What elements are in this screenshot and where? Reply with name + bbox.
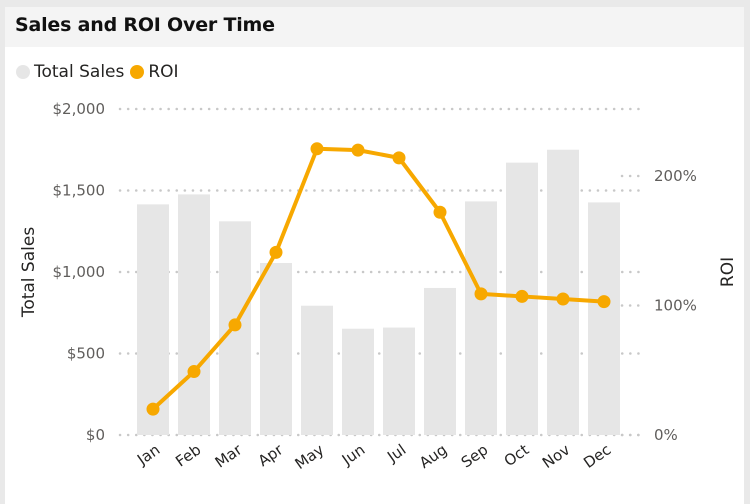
bar-may[interactable] (301, 305, 333, 435)
bar-jan[interactable] (137, 204, 169, 435)
roi-point-may[interactable] (310, 142, 324, 156)
legend-label: ROI (148, 62, 179, 82)
legend-label: Total Sales (34, 62, 125, 82)
y-tick-label: $0 (86, 426, 105, 444)
x-tick-label: Dec (580, 441, 614, 472)
roi-point-oct[interactable] (515, 289, 529, 303)
roi-point-jan[interactable] (146, 402, 160, 416)
roi-point-nov[interactable] (556, 292, 570, 306)
y-axis-title: Total Sales (19, 227, 39, 318)
y-tick-label: $2,000 (53, 100, 106, 118)
chart-title: Sales and ROI Over Time (15, 14, 275, 36)
roi-point-aug[interactable] (433, 205, 447, 219)
y-tick-label: $1,000 (53, 263, 106, 281)
roi-point-apr[interactable] (269, 245, 283, 259)
legend-item-total-sales[interactable]: Total Sales (16, 62, 124, 82)
roi-point-jul[interactable] (392, 151, 406, 165)
y2-axis-title: ROI (718, 257, 738, 287)
bar-sep[interactable] (465, 201, 497, 435)
legend-marker-icon (16, 65, 30, 79)
bar-dec[interactable] (588, 202, 620, 435)
x-tick-label: Nov (539, 440, 573, 472)
chart-card: Sales and ROI Over Time Total Sales ROI (5, 7, 744, 504)
x-tick-label: Sep (458, 441, 491, 472)
y2-tick-label: 0% (654, 426, 678, 444)
title-bar: Sales and ROI Over Time (5, 7, 744, 47)
bar-jul[interactable] (383, 327, 415, 435)
x-tick-label: Jan (133, 441, 163, 470)
x-tick-label: Feb (172, 441, 204, 471)
roi-point-mar[interactable] (228, 318, 242, 332)
y-tick-label: $1,500 (53, 182, 106, 200)
roi-point-dec[interactable] (597, 295, 611, 309)
y2-tick-label: 200% (654, 167, 697, 185)
roi-point-sep[interactable] (474, 287, 488, 301)
bar-jun[interactable] (342, 328, 374, 435)
bar-aug[interactable] (424, 287, 456, 435)
legend: Total Sales ROI (16, 62, 185, 82)
x-tick-label: Apr (255, 440, 287, 470)
bar-nov[interactable] (547, 149, 579, 435)
y-tick-label: $500 (67, 345, 105, 363)
x-tick-label: May (292, 440, 328, 473)
x-tick-label: Aug (416, 441, 450, 473)
legend-item-roi[interactable]: ROI (130, 62, 179, 82)
bar-apr[interactable] (260, 263, 292, 435)
x-tick-label: Mar (212, 440, 246, 471)
roi-point-feb[interactable] (187, 365, 201, 379)
roi-point-jun[interactable] (351, 143, 365, 157)
legend-marker-icon (130, 65, 145, 79)
x-tick-label: Jul (383, 441, 409, 467)
x-tick-label: Oct (501, 440, 533, 470)
y2-tick-label: 100% (654, 297, 697, 315)
x-tick-label: Jun (338, 441, 368, 470)
bar-feb[interactable] (178, 194, 210, 435)
roi-line (151, 146, 605, 411)
